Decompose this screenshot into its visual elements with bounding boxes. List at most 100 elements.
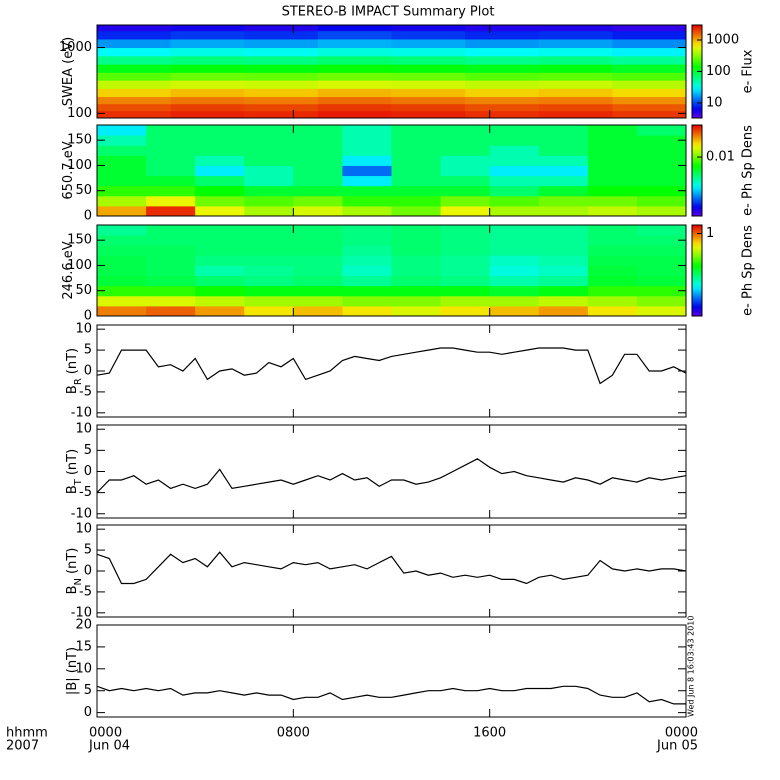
y-tick-label: 5 (84, 683, 92, 698)
heatmap-cell (587, 225, 638, 236)
heatmap-cell (391, 205, 442, 217)
heatmap-cell (317, 88, 392, 98)
y-tick-label: 10 (75, 322, 92, 337)
y-tick-label: 0 (84, 364, 92, 379)
heatmap-cell (342, 205, 392, 217)
heatmap-cell (342, 235, 392, 246)
heatmap-cell (244, 96, 319, 105)
heatmap-cell (440, 155, 491, 166)
heatmap-cell (465, 96, 540, 105)
y-tick-label: 0 (84, 564, 92, 579)
heatmap-cell (97, 125, 147, 136)
heatmap-cell (465, 55, 540, 65)
heatmap-cell (636, 125, 687, 136)
heatmap-cell (391, 96, 466, 105)
heatmap-cell (293, 125, 343, 136)
heatmap-cell (489, 165, 540, 177)
y-tick-label: -5 (79, 384, 92, 399)
heatmap-cell (538, 125, 589, 136)
y-tick-label: 50 (75, 183, 92, 198)
heatmap-cell (170, 55, 245, 65)
y-tick-label: -10 (71, 405, 92, 420)
heatmap-cell (317, 80, 392, 89)
heatmap-cell (293, 295, 343, 307)
heatmap-cell (97, 165, 147, 177)
heatmap-cell (170, 25, 245, 32)
heatmap-cell (170, 103, 245, 112)
heatmap-cell (195, 255, 245, 266)
panel: 0 5 10 15 20 |B| (nT) (65, 618, 687, 720)
heatmap-cell (293, 265, 343, 277)
heatmap-cell (440, 165, 491, 177)
heatmap-cell (293, 225, 343, 236)
heatmap-cell (391, 235, 442, 246)
heatmap-cell (587, 285, 638, 297)
heatmap-cell (440, 305, 491, 317)
heatmap-cell (170, 88, 245, 98)
heatmap-cell (391, 305, 442, 317)
heatmap-cell (97, 305, 147, 317)
heatmap-cell (146, 265, 196, 277)
heatmap-cell (538, 72, 613, 81)
heatmap-cell (538, 245, 589, 256)
heatmap-cell (293, 135, 343, 146)
heatmap-cell (489, 245, 540, 256)
heatmap-cell (244, 30, 319, 40)
heatmap-cell (587, 265, 638, 277)
y-axis-label: BN (nT) (65, 548, 84, 595)
heatmap-cell (195, 205, 245, 217)
heatmap-cell (391, 175, 442, 187)
heatmap-cell (244, 265, 294, 277)
heatmap-cell (489, 195, 540, 207)
heatmap-cell (195, 225, 245, 236)
heatmap-cell (195, 185, 245, 197)
y-axis-label: |B| (nT) (65, 647, 80, 695)
heatmap-cell (538, 145, 589, 156)
heatmap-cell (97, 135, 147, 146)
colorbar-tick-label: 1000 (706, 32, 739, 47)
panel-frame (96, 424, 687, 519)
heatmap-cell (195, 275, 245, 287)
y-tick-label: -5 (79, 485, 92, 500)
y-axis-label-main: SWEA (eV) (61, 37, 76, 106)
panel-frame (96, 624, 687, 718)
heatmap-cell (97, 80, 172, 89)
y-axis-label: SWEA (eV) (61, 37, 76, 106)
heatmap-cell (342, 125, 392, 136)
heatmap-cell (538, 38, 613, 49)
heatmap-cell (440, 175, 491, 187)
y-tick-label: 100 (67, 158, 92, 173)
heatmap-cell (317, 47, 392, 57)
heatmap-cell (244, 103, 319, 112)
heatmap-cell (195, 285, 245, 297)
y-axis-label-unit: (nT) (65, 348, 80, 374)
y-axis-label-sub: T (73, 478, 84, 486)
heatmap-cell (465, 30, 540, 40)
corner-label: hhmm (6, 726, 48, 741)
heatmap-cell (244, 175, 294, 187)
heatmap-cell (391, 225, 442, 236)
heatmap-cell (97, 205, 147, 217)
heatmap-cell (342, 155, 392, 166)
heatmap-cell (489, 305, 540, 317)
heatmap-cell (342, 255, 392, 266)
heatmap-cell (391, 55, 466, 65)
heatmap-cell (317, 30, 392, 40)
heatmap-cell (391, 38, 466, 49)
heatmap-cell (195, 295, 245, 307)
heatmap-cell (440, 145, 491, 156)
heatmap-cell (97, 96, 172, 105)
heatmap-cell (538, 255, 589, 266)
heatmap-cell (244, 55, 319, 65)
heatmap-cell (97, 30, 172, 40)
y-tick-label: 5 (84, 343, 92, 358)
heatmap-cell (636, 185, 687, 197)
colorbar-label: e- Ph Sp Dens (741, 125, 756, 216)
data-line (97, 685, 686, 705)
x-tick-label: 1600 (473, 726, 506, 741)
heatmap-cell (146, 285, 196, 297)
heatmap-cell (244, 225, 294, 236)
panel-frame (96, 524, 687, 618)
heatmap-cell (342, 275, 392, 287)
